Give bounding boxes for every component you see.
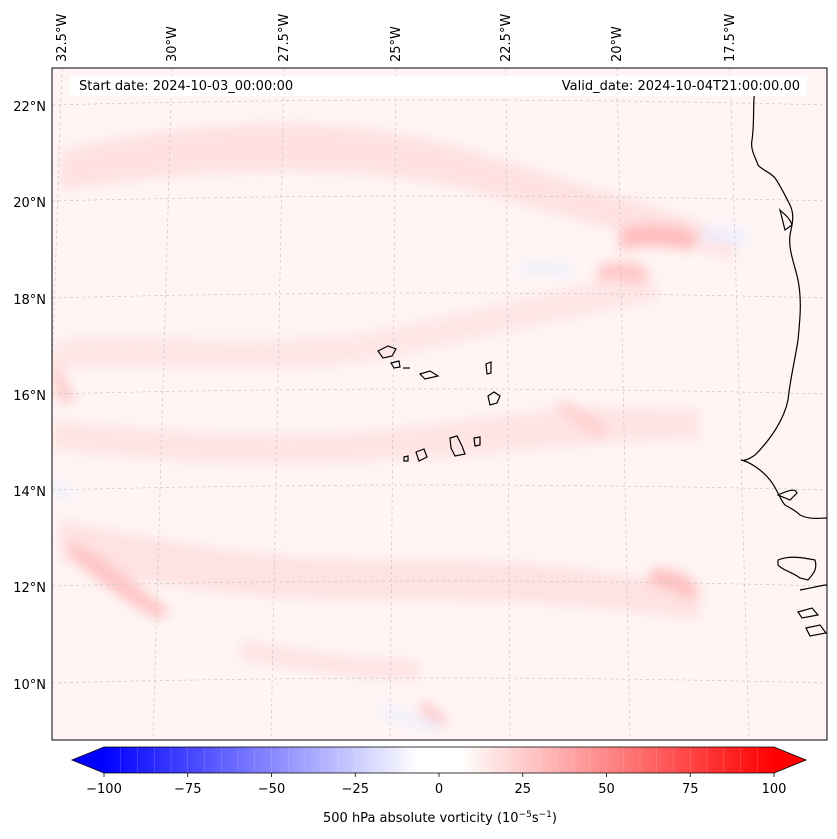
lat-label: 10°N xyxy=(13,678,46,693)
colorbar-ticks: −100 −75 −50 −25 0 25 50 75 100 xyxy=(86,773,786,797)
colorbar-bins xyxy=(120,747,758,773)
lon-label: 27.5°W xyxy=(277,14,292,62)
parallel-line xyxy=(52,580,827,587)
coast-detail xyxy=(778,208,793,232)
africa-coastline xyxy=(740,79,827,519)
lat-label: 14°N xyxy=(13,485,46,500)
coast-detail xyxy=(776,489,798,501)
meridian-line xyxy=(270,68,285,740)
colorbar-tick-label: −50 xyxy=(258,782,285,797)
meridian-line xyxy=(616,68,631,740)
island xyxy=(403,455,409,462)
colorbar: −100 −75 −50 −25 0 25 50 75 100 500 hPa absolute… xyxy=(70,746,808,826)
island xyxy=(418,370,440,380)
colorbar-tick-label: −25 xyxy=(342,782,369,797)
colorbar-tick-label: 25 xyxy=(514,782,531,797)
parallel-line xyxy=(52,484,827,491)
island xyxy=(415,448,428,462)
lat-label: 12°N xyxy=(13,581,46,596)
lat-label: 20°N xyxy=(13,196,46,211)
lon-label: 22.5°W xyxy=(499,14,514,62)
island xyxy=(485,361,492,375)
longitude-labels: 32.5°W 30°W 27.5°W 25°W 22.5°W 20°W 17.5… xyxy=(55,14,738,62)
meridian-line xyxy=(389,68,397,740)
colorbar-tick-label: 50 xyxy=(598,782,615,797)
island xyxy=(473,436,481,447)
parallel-line xyxy=(52,388,827,395)
graticule xyxy=(52,68,827,740)
colorbar-tick-label: 75 xyxy=(682,782,699,797)
island xyxy=(390,360,401,369)
colorbar-tick-label: −75 xyxy=(174,782,201,797)
parallel-line xyxy=(52,99,827,106)
map-panel: Start date: 2024-10-03_00:00:00 Valid_da… xyxy=(51,67,828,741)
lon-label: 32.5°W xyxy=(55,14,70,62)
coast-detail xyxy=(797,607,820,619)
coast-detail xyxy=(805,624,827,637)
lat-label: 22°N xyxy=(13,100,46,115)
meridian-line xyxy=(152,68,173,740)
lon-label: 20°W xyxy=(610,26,625,62)
parallel-line xyxy=(52,195,827,202)
island xyxy=(377,345,397,359)
colorbar-body xyxy=(104,747,774,773)
colorbar-tick-label: 0 xyxy=(435,782,443,797)
island xyxy=(487,391,501,406)
colorbar-max-extension xyxy=(774,747,806,773)
colorbar-tick-label: 100 xyxy=(762,782,787,797)
colorbar-min-extension xyxy=(72,747,104,773)
header-band xyxy=(70,76,807,96)
coastlines xyxy=(377,79,827,637)
coast-detail xyxy=(777,556,817,581)
vorticity-field xyxy=(52,123,750,730)
meridian-line xyxy=(729,68,750,740)
start-date-label: Start date: 2024-10-03_00:00:00 xyxy=(79,79,293,94)
latitude-labels: 22°N 20°N 18°N 16°N 14°N 12°N 10°N xyxy=(13,100,46,693)
coast-detail xyxy=(799,584,827,591)
lon-label: 17.5°W xyxy=(723,14,738,62)
parallel-line xyxy=(52,677,827,684)
lon-label: 30°W xyxy=(165,26,180,62)
lat-label: 16°N xyxy=(13,389,46,404)
valid-date-label: Valid_date: 2024-10-04T21:00:00.00 xyxy=(562,79,800,94)
parallel-line xyxy=(52,292,827,299)
meridian-line xyxy=(505,68,511,740)
island xyxy=(449,435,466,457)
lon-label: 25°W xyxy=(389,26,404,62)
colorbar-tick-label: −100 xyxy=(86,782,122,797)
lat-label: 18°N xyxy=(13,293,46,308)
colorbar-title: 500 hPa absolute vorticity (10−5s−1) xyxy=(323,810,557,826)
map-border xyxy=(51,67,828,741)
